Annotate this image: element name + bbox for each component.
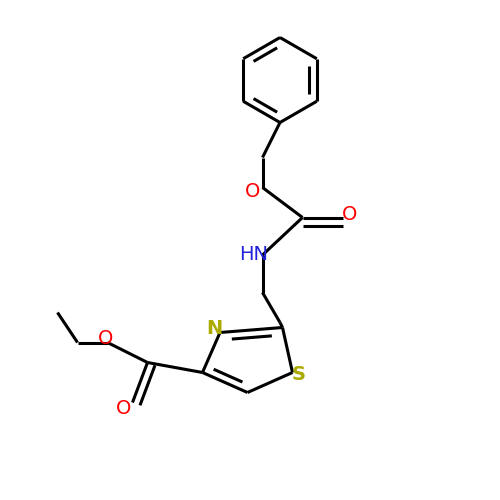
Text: O: O (98, 330, 114, 348)
Text: O: O (342, 204, 357, 224)
Text: N: N (206, 320, 222, 338)
Text: O: O (245, 182, 260, 201)
Text: S: S (292, 364, 306, 384)
Text: O: O (116, 400, 132, 418)
Text: HN: HN (240, 246, 268, 264)
